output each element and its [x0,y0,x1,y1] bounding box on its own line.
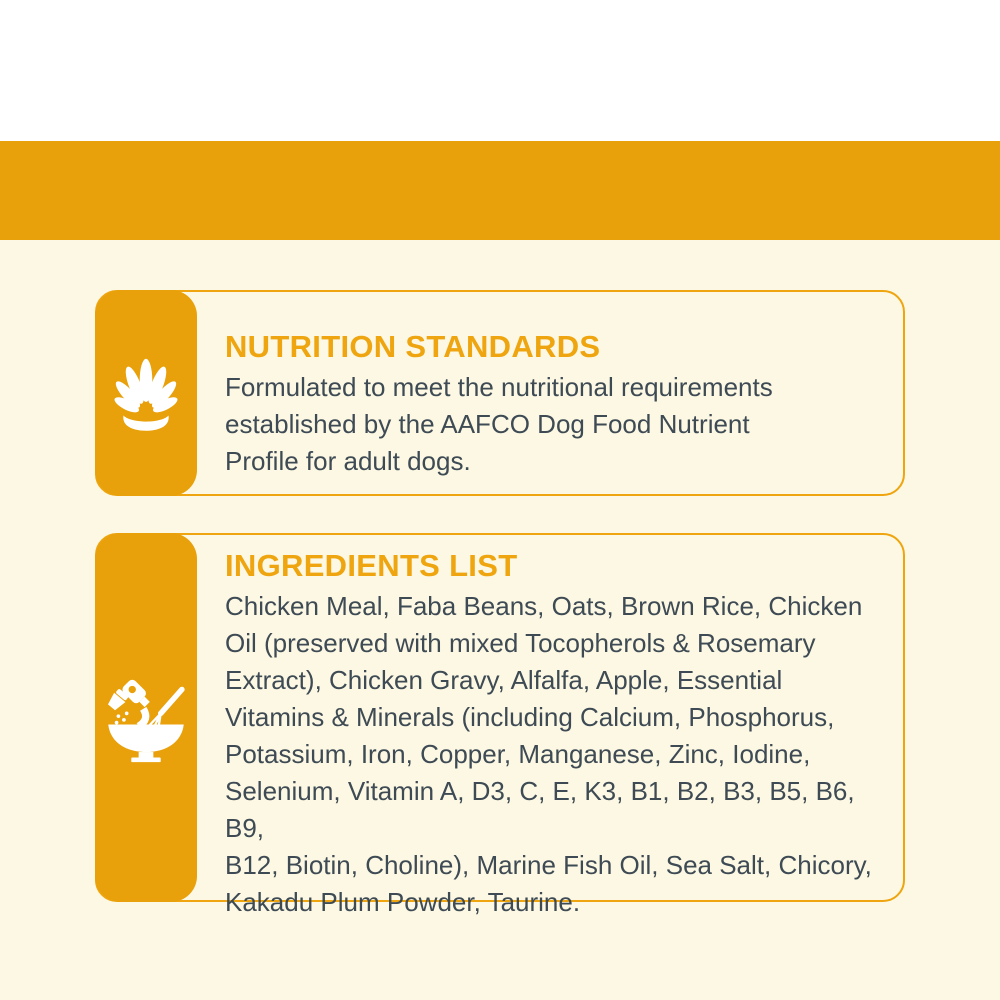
orange-band [0,141,1000,240]
scallop-shell-icon [114,358,178,431]
nutrition-icon-panel [95,290,197,496]
ingredients-list-card: INGREDIENTS LIST Chicken Meal, Faba Bean… [95,533,905,917]
content-area: NUTRITION STANDARDS Formulated to meet t… [0,240,1000,1000]
ingredients-card-title: INGREDIENTS LIST [225,548,518,583]
nutrition-standards-card: NUTRITION STANDARDS Formulated to meet t… [95,290,905,496]
nutrition-card-text: NUTRITION STANDARDS Formulated to meet t… [225,292,891,480]
ingredients-card-text: INGREDIENTS LIST Chicken Meal, Faba Bean… [225,535,891,921]
mixing-bowl-icon [107,679,185,762]
ingredients-icon-panel [95,533,197,902]
nutrition-card-body: Formulated to meet the nutritional requi… [225,372,773,476]
ingredients-card-body: Chicken Meal, Faba Beans, Oats, Brown Ri… [225,591,872,917]
nutrition-card-title: NUTRITION STANDARDS [225,329,601,364]
top-margin [0,0,1000,141]
